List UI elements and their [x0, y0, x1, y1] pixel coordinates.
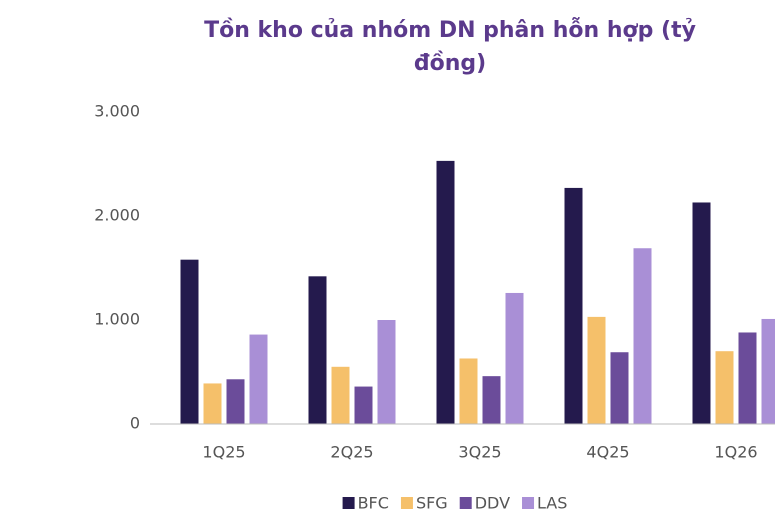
bar — [354, 386, 373, 424]
chart-title: Tồn kho của nhóm DN phân hỗn hợp (tỷ đồn… — [204, 18, 696, 76]
bar — [564, 187, 583, 424]
bar — [761, 318, 775, 424]
legend-label: LAS — [537, 494, 567, 513]
legend-swatch — [400, 497, 413, 509]
bar — [738, 332, 757, 424]
legend-swatch — [342, 497, 355, 509]
bar — [180, 259, 199, 424]
bar — [331, 366, 350, 424]
y-tick-label: 0 — [130, 414, 140, 433]
legend-swatch — [459, 497, 472, 509]
bar — [436, 160, 455, 424]
legend-swatch — [522, 497, 535, 509]
bar — [610, 352, 629, 424]
x-tick-label: 3Q25 — [458, 443, 501, 462]
x-tick-label: 2Q25 — [330, 443, 373, 462]
bar — [459, 358, 478, 424]
bar — [633, 248, 652, 424]
bar — [249, 334, 268, 424]
legend-label: BFC — [358, 494, 389, 513]
legend-label: SFG — [416, 494, 448, 513]
y-tick-label: 1.000 — [94, 310, 140, 329]
bar — [587, 316, 606, 424]
x-tick-label: 1Q25 — [202, 443, 245, 462]
bar — [203, 383, 222, 424]
legend-label: DDV — [475, 494, 510, 513]
bar — [692, 202, 711, 424]
x-tick-label: 4Q25 — [586, 443, 629, 462]
bar — [226, 379, 245, 424]
bar — [505, 292, 524, 424]
bar — [308, 276, 327, 424]
bar — [377, 320, 396, 424]
x-tick-label: 1Q26 — [714, 443, 757, 462]
bar — [482, 376, 501, 424]
y-tick-label: 2.000 — [94, 206, 140, 225]
bar — [715, 351, 734, 424]
y-tick-label: 3.000 — [94, 102, 140, 121]
